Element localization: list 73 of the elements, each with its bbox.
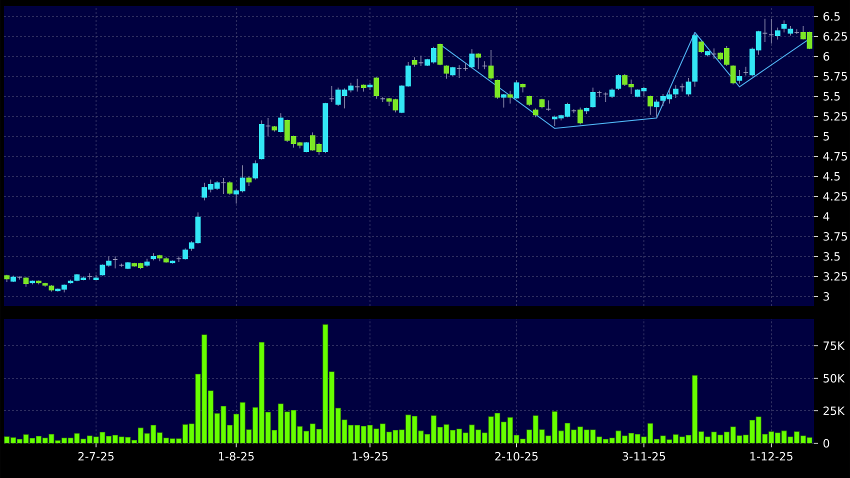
candlestick [698,40,704,54]
candlestick [476,52,481,70]
y-tick-label: 4.75 [823,152,847,161]
candlestick [182,248,188,260]
candlestick [590,87,596,108]
x-tick-label: 1-8-25 [218,452,254,461]
y-tick-label: 6.25 [824,32,847,41]
candlestick [265,118,271,137]
candlestick [23,276,29,288]
candlestick [494,79,500,100]
y-tick-label: 3 [824,292,829,301]
x-tick-label: 3-11-25 [622,452,666,461]
candlestick [578,107,583,125]
candlestick [437,43,443,66]
y-tick-label: 4.5 [823,172,840,181]
y-tick-label: 4 [823,212,830,221]
y-tick-label: 0 [823,439,830,448]
candlestick [118,263,124,268]
y-tick-label: 75K [824,342,845,350]
candlestick [507,90,513,104]
y-tick-label: 25K [824,406,845,416]
x-tick-label: 2-7-25 [78,452,114,461]
y-tick-label: 4.25 [823,192,847,201]
candlestick [546,100,552,112]
candlestick [304,142,309,153]
candlestick [673,84,678,98]
y-tick-label: 5 [824,132,829,141]
y-tick-label: 5.75 [824,72,847,81]
candlestick [354,78,360,92]
candlestick [501,94,506,108]
x-tick-label: 1-12-25 [750,452,792,461]
candlestick [730,64,736,85]
y-tick-label: 3.5 [824,252,840,261]
candlestick [412,56,418,68]
y-tick-label: 5.25 [824,112,847,121]
candlestick [227,180,233,196]
candlestick [246,176,252,186]
candlestick [469,48,475,69]
candlestick [112,256,118,269]
candlestick [654,99,660,118]
candlestick [781,20,787,33]
candlestick [679,83,685,92]
candlestick [278,112,284,133]
x-tick-label: 1-9-25 [352,452,388,461]
candlestick [444,64,450,80]
candlestick [252,160,258,180]
candlestick [526,95,532,106]
candlestick [220,178,226,194]
y-tick-label: 6 [824,52,830,61]
candlestick [602,92,608,102]
candlestick [762,18,768,42]
candlestick [514,80,520,100]
candlestick [648,95,653,116]
x-tick-label: 2-10-25 [495,452,538,461]
y-tick-label: 3.75 [824,232,847,241]
candlestick [16,276,22,280]
candlestick [418,55,424,66]
candlestick [686,78,692,97]
candlestick [616,74,622,90]
candlestick [788,26,794,36]
candlestick [374,76,380,100]
y-tick-label: 5.5 [824,92,840,101]
candlestick [609,88,615,98]
candlestick [488,50,494,80]
y-tick-label: 6.5 [824,12,840,21]
candlestick [176,256,182,262]
candlestick [736,70,742,84]
candlestick [711,48,717,60]
candlestick [329,86,334,102]
y-tick-label: 50K [824,374,845,383]
candlestick [774,27,780,40]
candlestick [768,18,774,44]
y-tick-label: 3.25 [824,272,847,281]
